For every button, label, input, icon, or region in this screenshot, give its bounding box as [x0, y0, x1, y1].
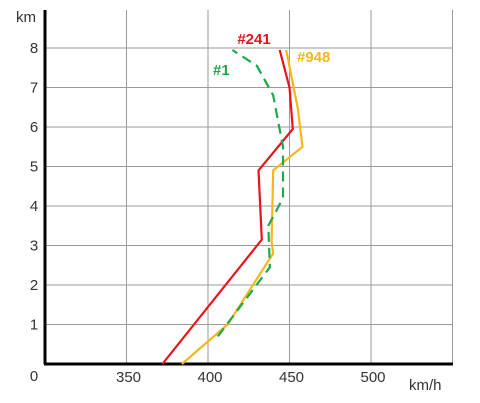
x-tick-label-500: 500 [360, 369, 385, 386]
series-lines: #241 #948 #1 [161, 31, 330, 365]
x-tick-label-400: 400 [197, 369, 222, 386]
x-tick-label-450: 450 [279, 369, 304, 386]
x-tick-label-350: 350 [116, 369, 141, 386]
series-label-1: #1 [213, 62, 230, 79]
tick-labels: 0 1 2 3 4 5 6 7 8 350 400 450 500 [30, 40, 386, 386]
y-tick-label-0: 0 [30, 368, 38, 385]
y-tick-label-1: 1 [30, 317, 38, 334]
series-line-241 [161, 49, 294, 365]
y-tick-label-7: 7 [30, 80, 38, 97]
y-tick-label-2: 2 [30, 277, 38, 294]
series-label-948: #948 [297, 49, 330, 66]
y-axis-unit: km [16, 9, 36, 26]
x-axis-unit: km/h [409, 377, 442, 394]
axes [43, 10, 453, 366]
y-tick-label-8: 8 [30, 40, 38, 57]
y-tick-label-6: 6 [30, 119, 38, 136]
series-line-1 [216, 49, 285, 338]
y-tick-label-4: 4 [30, 198, 38, 215]
series-line-948 [181, 49, 304, 365]
grid-lines [45, 10, 453, 364]
series-label-241: #241 [237, 31, 270, 48]
y-tick-label-3: 3 [30, 238, 38, 255]
y-tick-label-5: 5 [30, 159, 38, 176]
